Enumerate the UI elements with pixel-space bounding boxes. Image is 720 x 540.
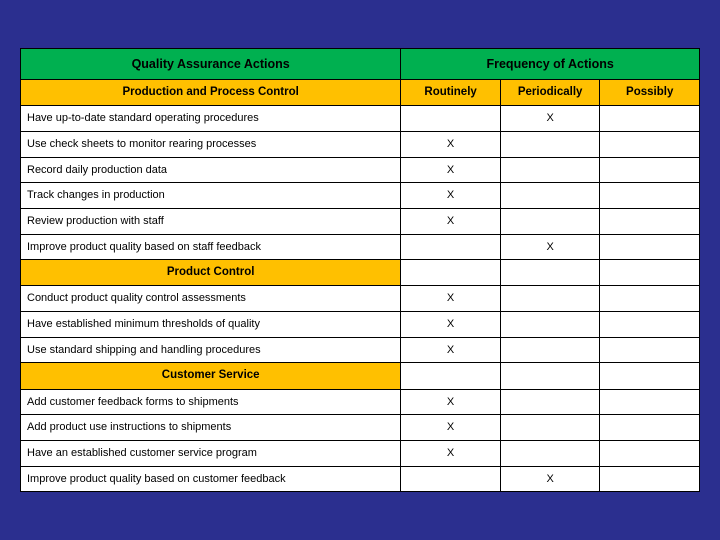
freq-cell: [600, 337, 700, 363]
action-cell: Improve product quality based on custome…: [21, 466, 401, 492]
table-row: Improve product quality based on custome…: [21, 466, 700, 492]
freq-cell: [500, 183, 600, 209]
table-head: Quality Assurance Actions Frequency of A…: [21, 48, 700, 79]
section-label: Product Control: [21, 260, 401, 286]
freq-cell-empty: [600, 363, 700, 389]
table-row: Have up-to-date standard operating proce…: [21, 106, 700, 132]
table-body: Production and Process ControlRoutinelyP…: [21, 80, 700, 492]
freq-cell: [600, 157, 700, 183]
action-cell: Conduct product quality control assessme…: [21, 286, 401, 312]
table-row: Improve product quality based on staff f…: [21, 234, 700, 260]
table-row: Record daily production dataX: [21, 157, 700, 183]
freq-cell: X: [500, 106, 600, 132]
action-cell: Improve product quality based on staff f…: [21, 234, 401, 260]
action-cell: Record daily production data: [21, 157, 401, 183]
freq-header: Periodically: [500, 80, 600, 106]
section-label: Production and Process Control: [21, 80, 401, 106]
freq-cell: [600, 183, 700, 209]
freq-cell: [500, 208, 600, 234]
action-cell: Have an established customer service pro…: [21, 440, 401, 466]
table-row: Track changes in productionX: [21, 183, 700, 209]
freq-cell: X: [401, 415, 501, 441]
table-row: Review production with staffX: [21, 208, 700, 234]
freq-cell-empty: [500, 363, 600, 389]
action-cell: Have established minimum thresholds of q…: [21, 312, 401, 338]
freq-cell-empty: [500, 260, 600, 286]
freq-cell: [600, 208, 700, 234]
freq-cell: X: [401, 183, 501, 209]
freq-cell: [500, 286, 600, 312]
freq-cell: [600, 389, 700, 415]
freq-cell: [600, 234, 700, 260]
freq-cell-empty: [401, 260, 501, 286]
freq-cell: X: [401, 208, 501, 234]
freq-cell: [600, 286, 700, 312]
action-cell: Review production with staff: [21, 208, 401, 234]
freq-cell: X: [401, 389, 501, 415]
table-row: Add customer feedback forms to shipments…: [21, 389, 700, 415]
freq-cell: [600, 466, 700, 492]
freq-cell: X: [401, 312, 501, 338]
table-row: Have an established customer service pro…: [21, 440, 700, 466]
action-cell: Add customer feedback forms to shipments: [21, 389, 401, 415]
freq-cell: X: [401, 132, 501, 158]
freq-cell: X: [500, 234, 600, 260]
freq-cell: [401, 106, 501, 132]
freq-cell: X: [401, 157, 501, 183]
freq-header: Routinely: [401, 80, 501, 106]
table-row: Use check sheets to monitor rearing proc…: [21, 132, 700, 158]
freq-cell: [600, 312, 700, 338]
qa-table: Quality Assurance Actions Frequency of A…: [20, 48, 700, 492]
freq-cell: [500, 132, 600, 158]
freq-cell: X: [500, 466, 600, 492]
freq-cell: X: [401, 337, 501, 363]
freq-cell: [401, 466, 501, 492]
section-label: Customer Service: [21, 363, 401, 389]
table-row: Conduct product quality control assessme…: [21, 286, 700, 312]
freq-header: Possibly: [600, 80, 700, 106]
freq-cell: [600, 440, 700, 466]
freq-cell: [500, 440, 600, 466]
action-cell: Track changes in production: [21, 183, 401, 209]
action-cell: Add product use instructions to shipment…: [21, 415, 401, 441]
table-row: Add product use instructions to shipment…: [21, 415, 700, 441]
freq-cell: [600, 415, 700, 441]
freq-cell: X: [401, 440, 501, 466]
freq-cell: [600, 106, 700, 132]
freq-cell-empty: [600, 260, 700, 286]
table-frame: Quality Assurance Actions Frequency of A…: [20, 48, 700, 492]
freq-cell: [500, 389, 600, 415]
table-row: Have established minimum thresholds of q…: [21, 312, 700, 338]
freq-cell: [500, 337, 600, 363]
header-frequency: Frequency of Actions: [401, 48, 700, 79]
freq-cell: [500, 312, 600, 338]
freq-cell: [401, 234, 501, 260]
freq-cell: [500, 415, 600, 441]
action-cell: Use standard shipping and handling proce…: [21, 337, 401, 363]
freq-cell: X: [401, 286, 501, 312]
table-row: Use standard shipping and handling proce…: [21, 337, 700, 363]
freq-cell-empty: [401, 363, 501, 389]
action-cell: Use check sheets to monitor rearing proc…: [21, 132, 401, 158]
freq-cell: [500, 157, 600, 183]
action-cell: Have up-to-date standard operating proce…: [21, 106, 401, 132]
header-actions: Quality Assurance Actions: [21, 48, 401, 79]
freq-cell: [600, 132, 700, 158]
